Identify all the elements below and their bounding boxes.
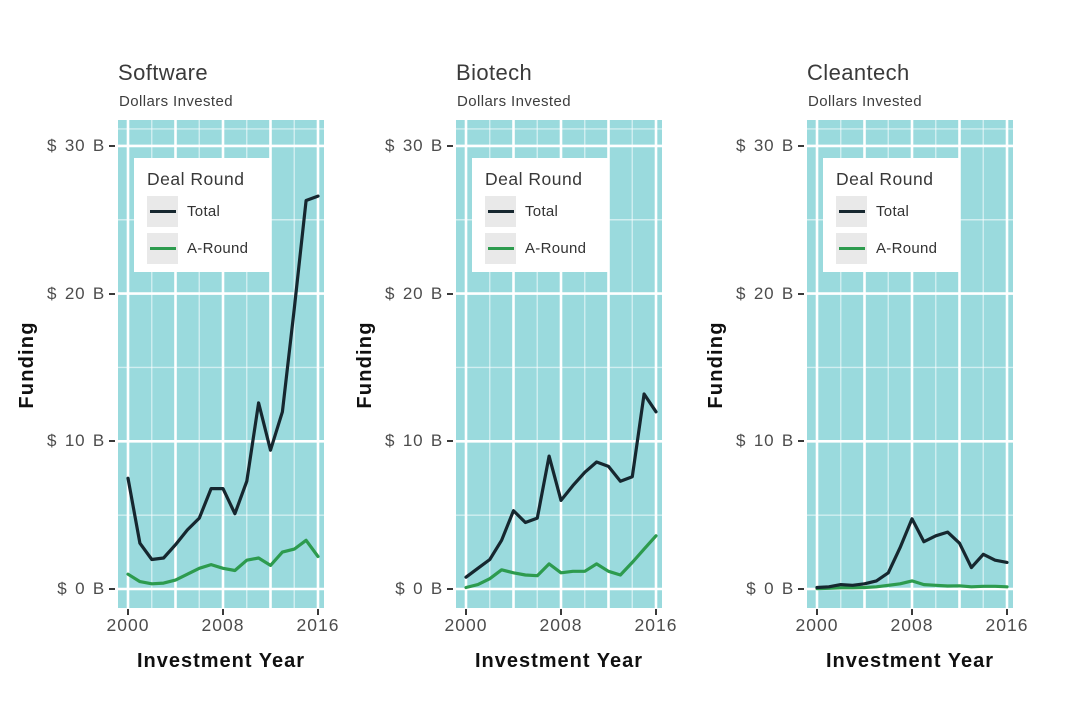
panel-subtitle: Dollars Invested [119, 93, 233, 110]
x-tick-mark [560, 609, 562, 615]
total-line-swatch [838, 210, 865, 213]
total-series-line [464, 392, 658, 579]
legend-key [836, 233, 867, 264]
x-tick-mark [222, 609, 224, 615]
legend-title: Deal Round [836, 169, 934, 189]
y-tick-mark [798, 292, 804, 295]
x-tick-label: 2016 [634, 615, 678, 635]
legend-key [485, 233, 516, 264]
y-tick-mark [447, 440, 453, 443]
y-tick-mark [109, 144, 115, 147]
y-axis-title: Funding [354, 321, 376, 409]
a-round-line-swatch [487, 247, 514, 250]
a-round-line-swatch [149, 247, 176, 250]
y-tick-label: $ 0 B [395, 579, 443, 598]
x-axis-title: Investment Year [136, 650, 306, 672]
legend-key [485, 196, 516, 227]
panel-biotech: Biotech Dollars Invested Funding Deal Ro… [354, 0, 696, 711]
y-tick-mark [798, 144, 804, 147]
y-tick-mark [447, 144, 453, 147]
y-tick-label: $ 30 B [385, 135, 443, 155]
total-line-swatch [487, 210, 514, 213]
panel-software: Software Dollars Invested Funding Deal R… [16, 0, 358, 711]
x-axis-title: Investment Year [474, 650, 644, 672]
plot-area: Deal Round Total A-Round [807, 120, 1013, 608]
x-axis-title: Investment Year [825, 650, 995, 672]
legend-entry-total: Total [836, 196, 959, 227]
x-tick-label: 2016 [296, 615, 340, 635]
legend: Deal Round Total A-Round [134, 158, 270, 272]
y-tick-mark [447, 292, 453, 295]
legend-entry-a-round: A-Round [836, 233, 959, 264]
x-tick-mark [317, 609, 319, 615]
legend-title: Deal Round [147, 169, 245, 189]
a-round-series-line [126, 538, 320, 586]
panel-title: Software [118, 60, 209, 85]
x-tick-mark [816, 609, 818, 615]
legend-entry-a-round: A-Round [147, 233, 270, 264]
legend-key [147, 233, 178, 264]
a-round-line-swatch [838, 247, 865, 250]
y-tick-mark [109, 292, 115, 295]
x-tick-mark [655, 609, 657, 615]
y-tick-mark [447, 588, 453, 590]
y-tick-label: $ 10 B [385, 431, 443, 451]
y-tick-label: $ 30 B [736, 135, 794, 155]
legend-label: Total [187, 203, 221, 220]
x-tick-label: 2008 [890, 615, 934, 635]
a-round-series-line [815, 579, 1009, 591]
y-tick-label: $ 20 B [736, 283, 794, 303]
panel-cleantech: Cleantech Dollars Invested Funding Deal … [705, 0, 1047, 711]
y-tick-label: $ 0 B [57, 579, 105, 598]
panel-subtitle: Dollars Invested [457, 93, 571, 110]
legend: Deal Round Total A-Round [823, 158, 959, 272]
y-axis-title: Funding [16, 321, 38, 409]
plot-area: Deal Round Total A-Round [456, 120, 662, 608]
legend-key [836, 196, 867, 227]
x-tick-mark [465, 609, 467, 615]
y-tick-mark [798, 440, 804, 443]
legend-title: Deal Round [485, 169, 583, 189]
total-series-line [815, 517, 1009, 590]
y-axis-title: Funding [705, 321, 727, 409]
y-tick-label: $ 20 B [385, 283, 443, 303]
legend: Deal Round Total A-Round [472, 158, 608, 272]
x-tick-mark [911, 609, 913, 615]
y-tick-label: $ 10 B [47, 431, 105, 451]
line-chart [456, 120, 662, 608]
legend-entry-total: Total [147, 196, 270, 227]
a-round-series-line [464, 534, 658, 590]
legend-key [147, 196, 178, 227]
x-tick-label: 2000 [444, 615, 488, 635]
panel-title: Cleantech [807, 60, 910, 85]
x-tick-label: 2000 [795, 615, 839, 635]
y-tick-label: $ 20 B [47, 283, 105, 303]
y-tick-mark [109, 440, 115, 443]
plot-area: Deal Round Total A-Round [118, 120, 324, 608]
x-tick-mark [127, 609, 129, 615]
x-tick-label: 2016 [985, 615, 1029, 635]
legend-label: Total [525, 203, 559, 220]
y-tick-mark [109, 588, 115, 590]
legend-label: A-Round [876, 240, 938, 257]
y-tick-label: $ 0 B [746, 579, 794, 598]
panel-subtitle: Dollars Invested [808, 93, 922, 110]
y-tick-label: $ 30 B [47, 135, 105, 155]
x-tick-mark [1006, 609, 1008, 615]
x-tick-label: 2008 [539, 615, 583, 635]
legend-label: A-Round [187, 240, 249, 257]
total-line-swatch [149, 210, 176, 213]
legend-label: A-Round [525, 240, 587, 257]
x-tick-label: 2008 [201, 615, 245, 635]
legend-entry-a-round: A-Round [485, 233, 608, 264]
y-tick-label: $ 10 B [736, 431, 794, 451]
legend-label: Total [876, 203, 910, 220]
y-tick-mark [798, 588, 804, 590]
total-series-line [126, 194, 320, 562]
legend-entry-total: Total [485, 196, 608, 227]
x-tick-label: 2000 [106, 615, 150, 635]
panel-title: Biotech [456, 60, 533, 85]
